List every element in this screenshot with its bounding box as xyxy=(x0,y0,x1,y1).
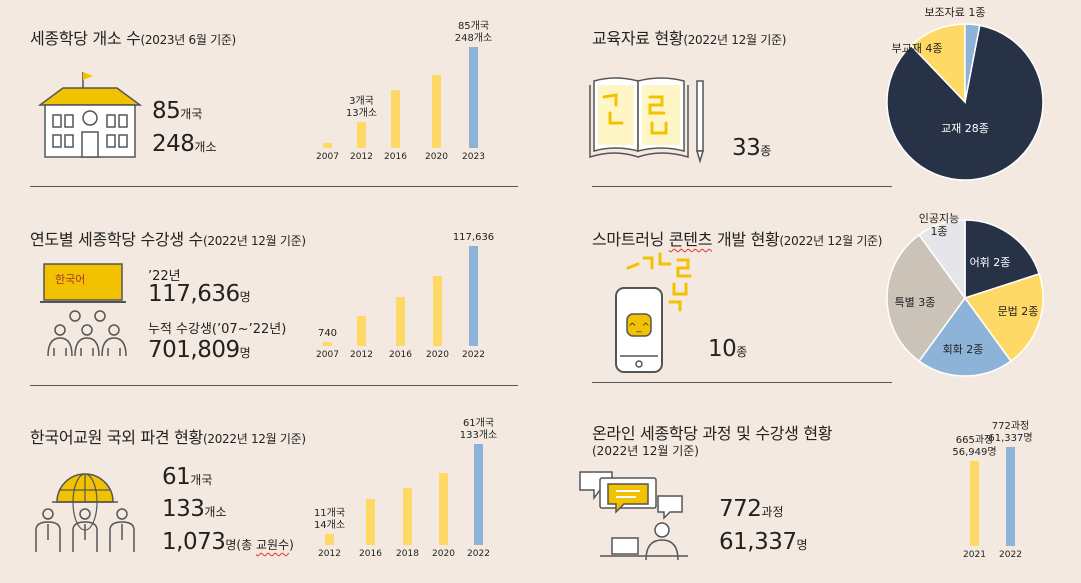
learners-label-cum: 누적 수강생(’07~’22년) xyxy=(148,322,287,337)
learners-tick-label: 2020 xyxy=(426,350,449,360)
sejong-bar-2007 xyxy=(323,142,332,148)
school-icon xyxy=(37,72,143,158)
teachers-tick-label: 2020 xyxy=(432,549,455,559)
board-text: 한국어 xyxy=(55,273,86,286)
teachers-tick-label: 2012 xyxy=(318,549,341,559)
online-chat-icon xyxy=(579,471,688,561)
pie-label: 특별 3종 xyxy=(895,296,936,309)
sejong-tick-label: 2016 xyxy=(384,152,407,162)
teachers-bar-2012 xyxy=(325,534,334,545)
learners-label-22: ’22년 xyxy=(148,269,181,284)
pie-slice xyxy=(964,219,1041,300)
globe-teachers-icon xyxy=(35,473,135,552)
classroom-icon xyxy=(40,263,127,357)
teachers-title: 한국어교원 국외 파견 현황(2022년 12월 기준) xyxy=(30,428,306,447)
learners-tick-label: 2022 xyxy=(462,350,485,360)
pie-label: 어휘 2종 xyxy=(970,256,1011,269)
online-bar-2021 xyxy=(970,460,979,546)
online-title-note: (2022년 12월 기준) xyxy=(592,444,699,458)
learners-bar-2012 xyxy=(357,316,366,346)
learners-bar-2022 xyxy=(469,246,478,346)
teachers-tick-label: 2018 xyxy=(396,549,419,559)
sejong-bar-2012 xyxy=(357,121,366,148)
book-icon xyxy=(589,77,705,164)
pie-slice xyxy=(963,272,1044,363)
pie-materials: 교재 28종 부교재 4종 보조자료 1종 xyxy=(886,6,1044,181)
pie-label: 문법 2종 xyxy=(998,305,1039,318)
pie-slice xyxy=(910,23,966,104)
online-tick-label: 2021 xyxy=(963,550,986,560)
online-data-label: 665과정 56,949명 xyxy=(952,434,997,458)
online-tick-label: 2022 xyxy=(999,550,1022,560)
smartphone-icon: ^_^ xyxy=(615,252,692,373)
materials-title: 교육자료 현황(2022년 12월 기준) xyxy=(592,29,787,48)
pie-slice xyxy=(918,219,966,301)
pie-label: 회화 2종 xyxy=(943,343,984,356)
smart-count: 10종 xyxy=(708,336,748,362)
materials-count: 33종 xyxy=(732,135,772,161)
online-bar-2022 xyxy=(1006,447,1015,546)
learners-bar-2007 xyxy=(323,342,332,346)
sejong-bar-2023 xyxy=(469,47,478,148)
pie-label: 교재 28종 xyxy=(941,122,989,135)
sejong-tick-label: 2012 xyxy=(350,152,373,162)
teachers-stat-sites: 133개소 xyxy=(162,496,227,522)
sejong-tick-label: 2023 xyxy=(462,152,485,162)
online-title: 온라인 세종학당 과정 및 수강생 현황 xyxy=(592,424,833,443)
pie-label: 부교재 4종 xyxy=(892,42,943,55)
sejong-title: 세종학당 개소 수(2023년 6월 기준) xyxy=(30,29,236,48)
divider-4 xyxy=(592,382,892,383)
teachers-bar-2022 xyxy=(474,444,483,545)
sejong-data-label: 85개국 248개소 xyxy=(454,21,493,44)
learners-title: 연도별 세종학당 수강생 수(2022년 12월 기준) xyxy=(30,230,306,249)
teachers-data-label: 11개국 14개소 xyxy=(313,508,346,532)
smart-title: 스마트러닝 콘텐츠 개발 현황(2022년 12월 기준) xyxy=(592,230,883,249)
pie-slice xyxy=(886,233,966,363)
learners-data-label: 740 xyxy=(317,328,338,339)
online-stat-learners: 61,337명 xyxy=(719,529,808,555)
learners-stat-cum: 701,809명 xyxy=(148,337,251,363)
divider-1 xyxy=(30,186,518,187)
sejong-tick-label: 2020 xyxy=(425,152,448,162)
sejong-stat-countries: 85개국 xyxy=(152,98,203,124)
sejong-tick-label: 2007 xyxy=(316,152,339,162)
pie-label: 1종 xyxy=(930,225,947,238)
teachers-tick-label: 2016 xyxy=(359,549,382,559)
pie-slice xyxy=(964,23,981,103)
online-data-label: 772과정 61,337명 xyxy=(988,421,1033,444)
sejong-data-label: 3개국 13개소 xyxy=(345,95,378,119)
learners-tick-label: 2016 xyxy=(389,350,412,360)
teachers-stat-people: 1,073명(총 교원수) xyxy=(162,529,294,555)
teachers-bar-2016 xyxy=(366,499,375,545)
pie-label: 인공지능 xyxy=(919,212,959,225)
sejong-stat-sites: 248개소 xyxy=(152,131,217,157)
pie-label: 보조자료 1종 xyxy=(924,6,985,19)
teachers-bar-2020 xyxy=(439,472,448,545)
divider-3 xyxy=(592,186,892,187)
divider-2 xyxy=(30,385,518,386)
learners-tick-label: 2007 xyxy=(316,350,339,360)
teachers-data-label: 61개국 133개소 xyxy=(459,418,498,441)
learners-bar-2016 xyxy=(396,296,405,346)
pie-slice xyxy=(918,296,1012,377)
teachers-bar-2018 xyxy=(403,488,412,545)
learners-data-label: 117,636 xyxy=(452,232,495,243)
teachers-stat-countries: 61개국 xyxy=(162,464,213,490)
learners-stat-22: 117,636명 xyxy=(148,281,251,307)
teachers-tick-label: 2022 xyxy=(467,549,490,559)
sejong-bar-2020 xyxy=(432,74,441,148)
learners-tick-label: 2012 xyxy=(350,350,373,360)
online-stat-courses: 772과정 xyxy=(719,496,784,522)
svg-text:^_^: ^_^ xyxy=(628,322,650,333)
sejong-bar-2016 xyxy=(391,90,400,148)
learners-bar-2020 xyxy=(433,276,442,346)
